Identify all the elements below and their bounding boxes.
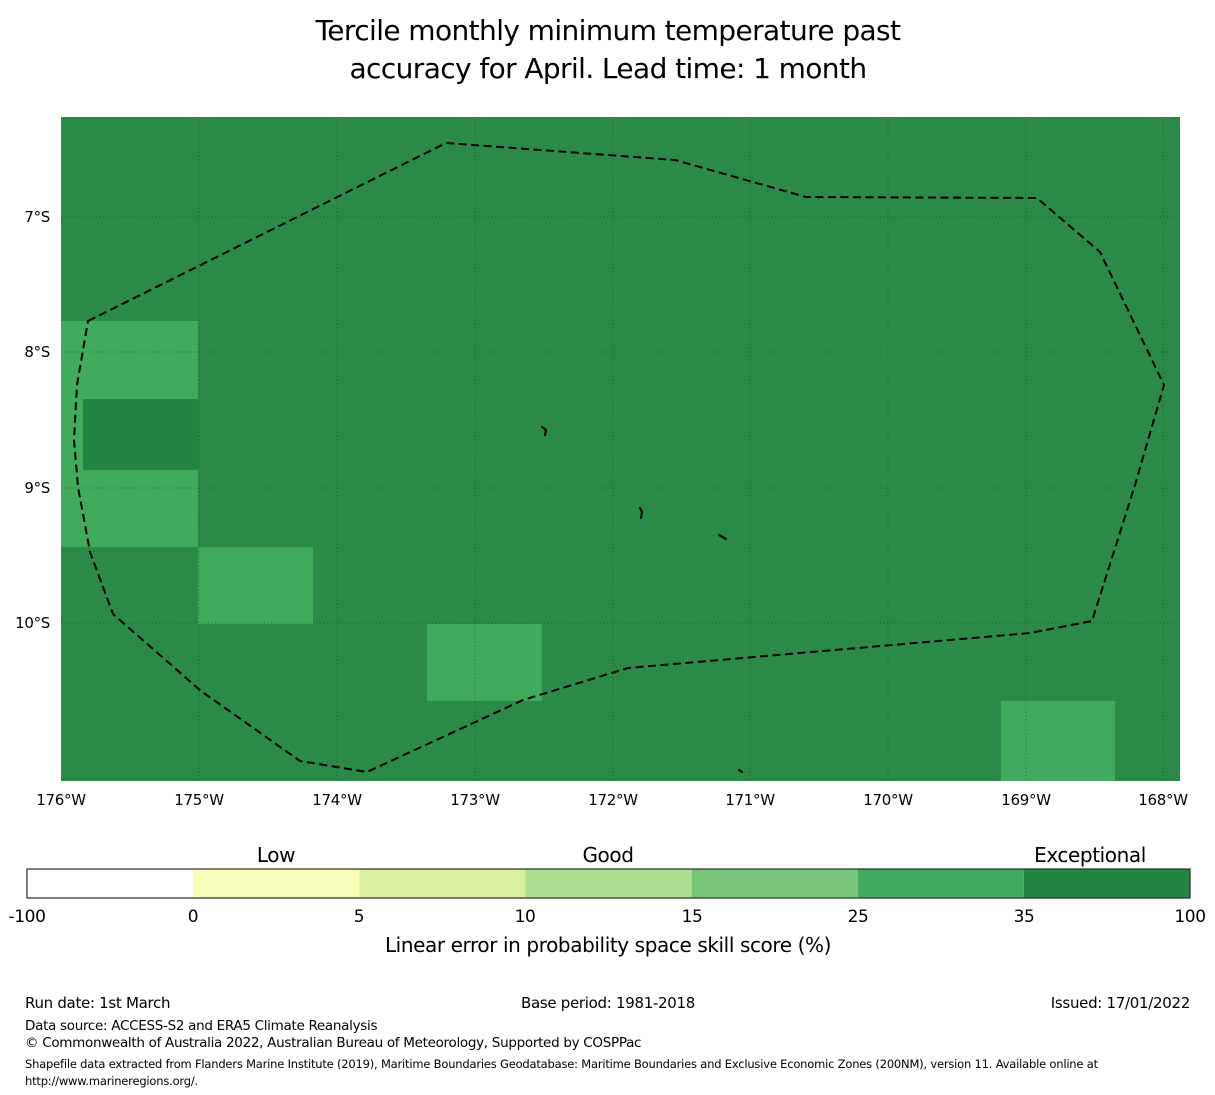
shapefile-note-line1: Shapefile data extracted from Flanders M… xyxy=(25,1057,1099,1071)
skill-cell xyxy=(198,547,313,624)
colorbar-segment xyxy=(27,869,194,898)
colorbar-tick-label: 5 xyxy=(354,907,364,927)
figure-title-line2: accuracy for April. Lead time: 1 month xyxy=(350,52,867,85)
x-tick-label: 175°W xyxy=(174,791,224,809)
colorbar-segment xyxy=(359,869,526,898)
colorbar-tick-label: 35 xyxy=(1014,907,1035,927)
map-canvas xyxy=(61,117,1180,781)
shapefile-note-line2: http://www.marineregions.org/. xyxy=(25,1074,198,1088)
x-tick-label: 174°W xyxy=(312,791,362,809)
island-marker xyxy=(737,768,744,774)
x-tick-label: 172°W xyxy=(588,791,638,809)
x-tick-label: 170°W xyxy=(863,791,913,809)
colorbar-tick-label: 25 xyxy=(848,907,869,927)
eez-boundary-outline xyxy=(73,142,1165,773)
colorbar-tick-label: 15 xyxy=(682,907,703,927)
island-markers xyxy=(540,425,744,774)
x-tick-label: 171°W xyxy=(725,791,775,809)
y-tick-label: 10°S xyxy=(15,614,50,632)
colorbar-segment xyxy=(525,869,692,898)
colorbar-tick-label: -100 xyxy=(9,907,46,927)
colorbar-segment xyxy=(193,869,360,898)
figure-title-line1: Tercile monthly minimum temperature past xyxy=(315,14,901,47)
skill-cell xyxy=(1001,701,1115,781)
colorbar-category-label: Exceptional xyxy=(1034,843,1146,867)
colorbar-segment xyxy=(857,869,1024,898)
issued-date-text: Issued: 17/01/2022 xyxy=(1051,994,1190,1012)
colorbar-tick-label: 10 xyxy=(515,907,536,927)
colorbar: Low Good Exceptional -100 0 5 10 15 25 3… xyxy=(9,843,1207,957)
x-tick-label: 176°W xyxy=(36,791,86,809)
base-period-text: Base period: 1981-2018 xyxy=(521,994,695,1012)
y-tick-label: 7°S xyxy=(24,208,50,226)
colorbar-category-label: Low xyxy=(257,843,295,867)
footer: Run date: 1st March Base period: 1981-20… xyxy=(25,994,1190,1088)
data-source-text: Data source: ACCESS-S2 and ERA5 Climate … xyxy=(25,1018,377,1034)
copyright-text: © Commonwealth of Australia 2022, Austra… xyxy=(25,1035,641,1051)
colorbar-tick-label: 100 xyxy=(1174,907,1205,927)
skill-cell xyxy=(61,399,83,470)
x-axis-tick-labels: 176°W 175°W 174°W 173°W 172°W 171°W 170°… xyxy=(36,791,1188,809)
skill-cell xyxy=(61,470,198,547)
colorbar-category-label: Good xyxy=(582,843,633,867)
y-axis-tick-labels: 7°S 8°S 9°S 10°S xyxy=(15,208,50,632)
y-tick-label: 8°S xyxy=(24,343,50,361)
island-marker xyxy=(638,506,644,520)
colorbar-outline xyxy=(26,868,1191,899)
colorbar-axis-label: Linear error in probability space skill … xyxy=(385,933,831,957)
y-tick-label: 9°S xyxy=(24,479,50,497)
colorbar-segment xyxy=(691,869,858,898)
colorbar-tick-label: 0 xyxy=(188,907,198,927)
skill-cell xyxy=(61,321,198,399)
x-tick-label: 173°W xyxy=(450,791,500,809)
x-tick-label: 168°W xyxy=(1138,791,1188,809)
run-date-text: Run date: 1st March xyxy=(25,994,170,1012)
island-marker xyxy=(717,533,728,541)
colorbar-segment xyxy=(1023,869,1191,898)
skill-cell-dark xyxy=(83,399,198,470)
island-marker xyxy=(540,425,548,437)
map-gridlines xyxy=(61,117,1180,781)
skill-cell xyxy=(427,624,542,701)
x-tick-label: 169°W xyxy=(1001,791,1051,809)
